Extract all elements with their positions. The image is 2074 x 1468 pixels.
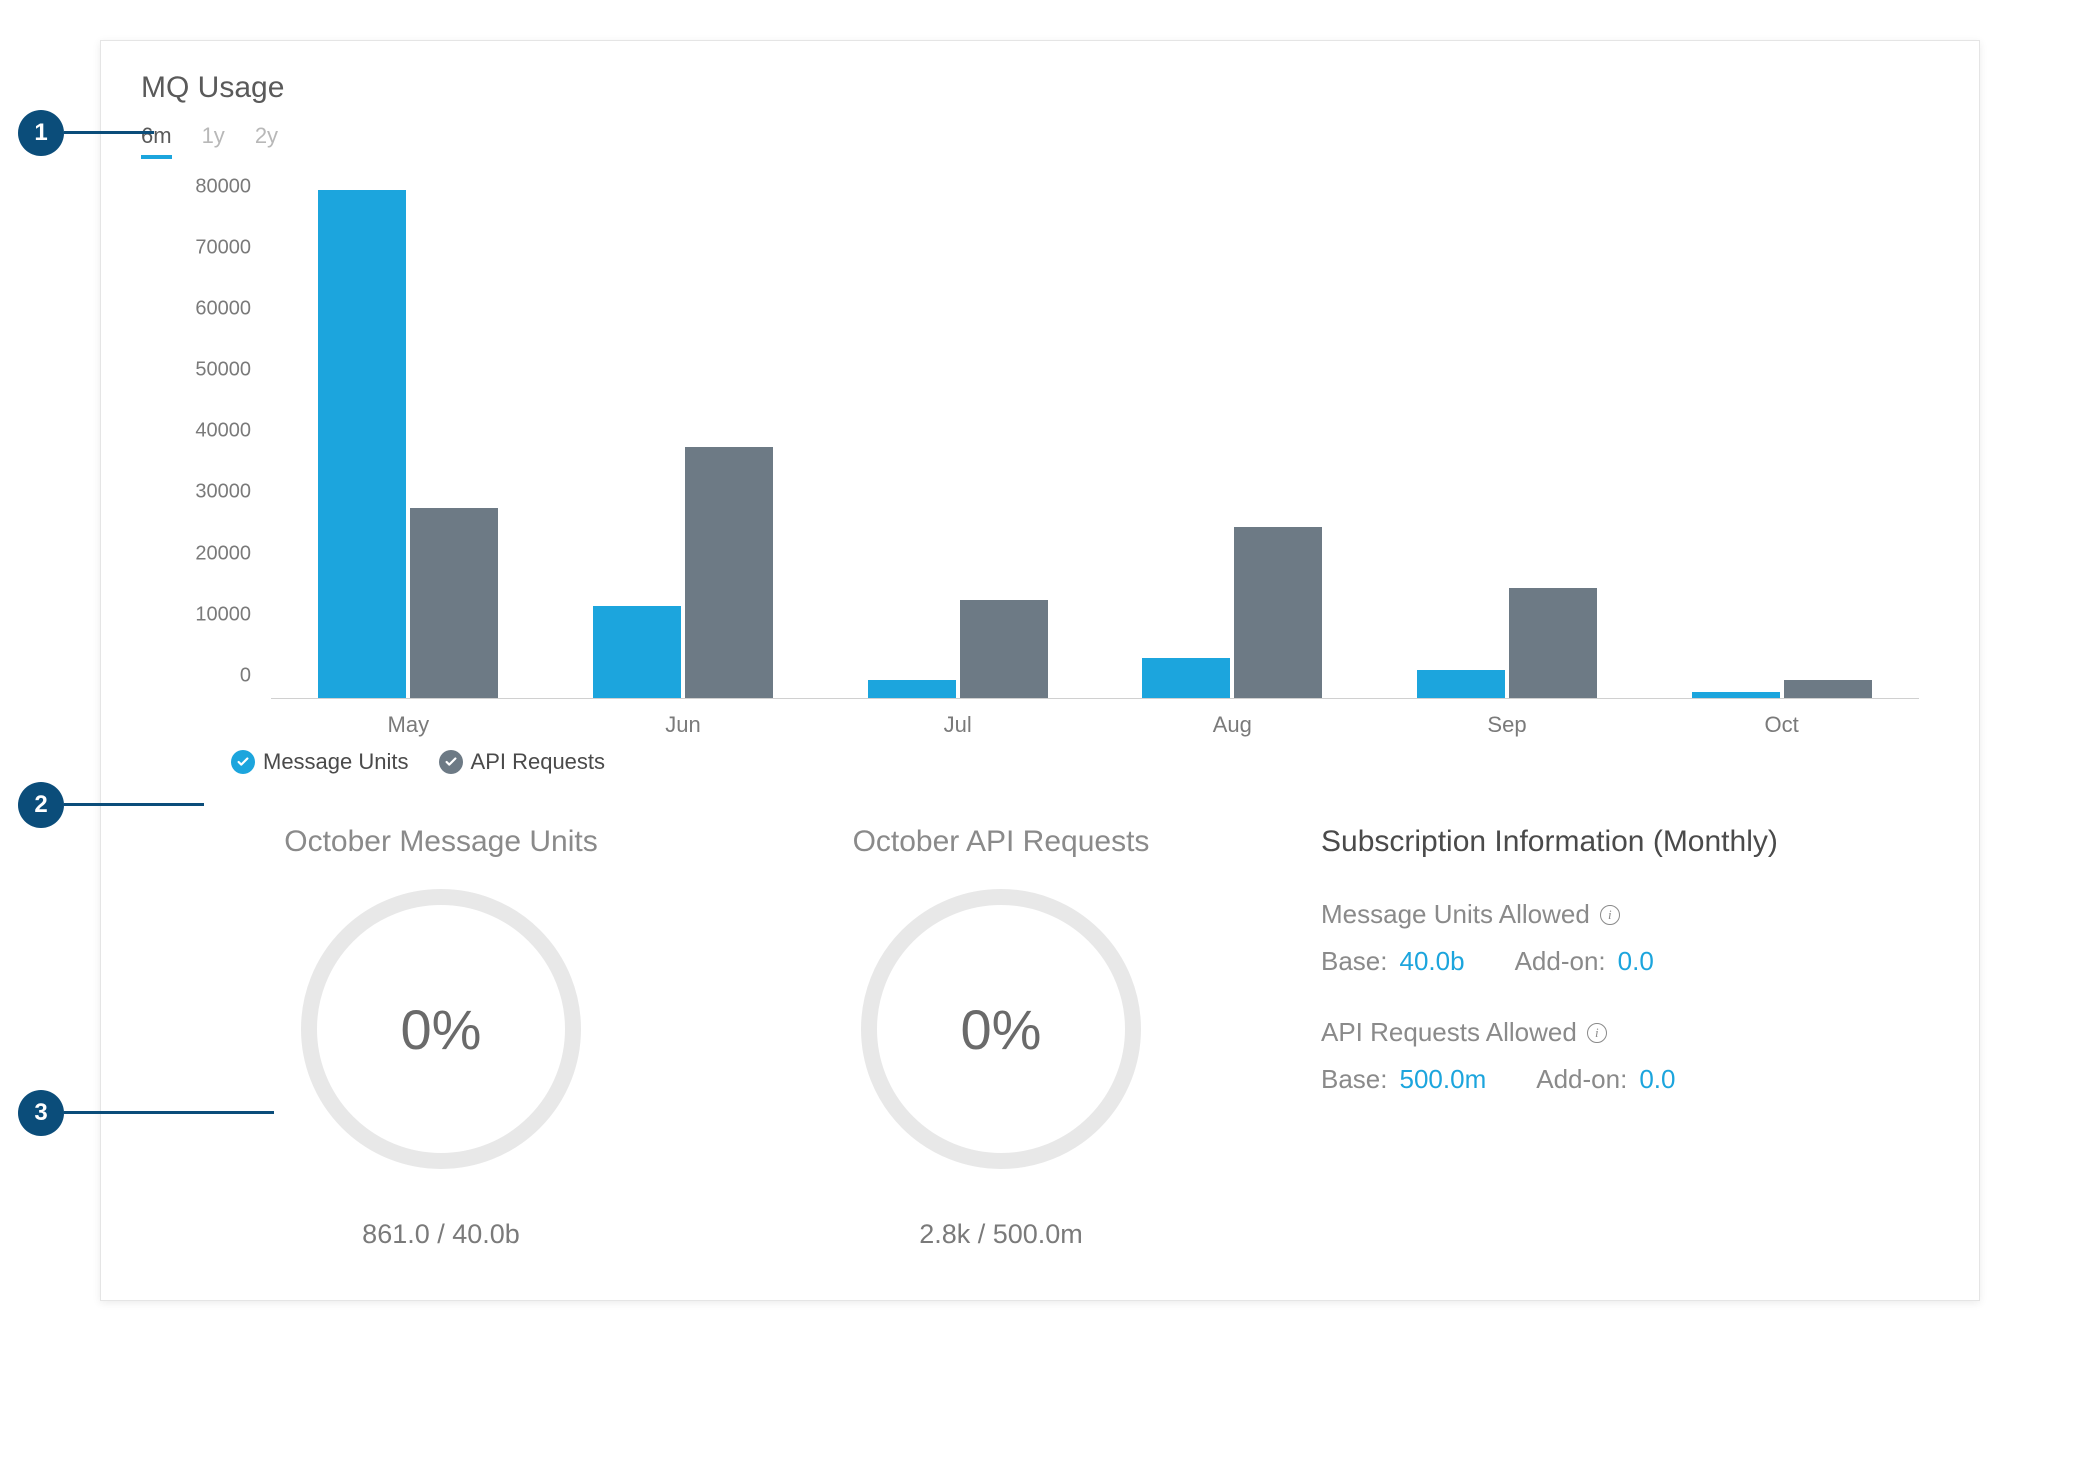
addon-value: 0.0 xyxy=(1618,946,1654,976)
gauge-ring: 0% xyxy=(301,889,581,1169)
check-icon xyxy=(231,750,255,774)
callout-1-num: 1 xyxy=(34,119,47,147)
bar xyxy=(318,190,406,698)
callout-1: 1 xyxy=(18,110,64,156)
bar-group xyxy=(318,190,498,698)
sub-label-text: API Requests Allowed xyxy=(1321,1017,1577,1048)
sub-section-api-requests: API Requests Allowed i Base: 500.0m Add-o… xyxy=(1321,1017,1899,1095)
x-label: Jul xyxy=(944,712,972,738)
gauge-percent: 0% xyxy=(961,997,1042,1062)
tab-6m[interactable]: 6m xyxy=(141,123,172,159)
panel-title: MQ Usage xyxy=(141,71,1939,105)
bar xyxy=(1234,527,1322,698)
y-tick: 0 xyxy=(240,665,251,688)
callout-2: 2 xyxy=(18,782,64,828)
sub-section-label: Message Units Allowed i xyxy=(1321,899,1899,930)
chart-plot xyxy=(271,179,1919,699)
sub-label-text: Message Units Allowed xyxy=(1321,899,1590,930)
bar-group xyxy=(1417,588,1597,698)
y-tick: 70000 xyxy=(195,236,251,259)
bar xyxy=(1142,658,1230,698)
legend-message-units[interactable]: Message Units xyxy=(231,749,409,775)
callout-1-line xyxy=(64,131,154,134)
callout-2-num: 2 xyxy=(34,791,47,819)
sub-section-label: API Requests Allowed i xyxy=(1321,1017,1899,1048)
gauge-subtext: 861.0 / 40.0b xyxy=(181,1219,701,1250)
bar xyxy=(1692,692,1780,698)
sub-row: Base: 500.0m Add-on: 0.0 xyxy=(1321,1064,1899,1095)
usage-panel: MQ Usage 6m 1y 2y 0 10000 20000 30000 40000 5… xyxy=(100,40,1980,1301)
info-icon[interactable]: i xyxy=(1587,1023,1607,1043)
check-icon xyxy=(439,750,463,774)
sub-row: Base: 40.0b Add-on: 0.0 xyxy=(1321,946,1899,977)
y-tick: 20000 xyxy=(195,542,251,565)
gauge-ring: 0% xyxy=(861,889,1141,1169)
x-label: Jun xyxy=(665,712,700,738)
usage-chart: 0100002000030000400005000060000700008000… xyxy=(171,179,1939,739)
y-tick: 10000 xyxy=(195,603,251,626)
callout-3-line xyxy=(64,1111,274,1114)
chart-y-axis: 0100002000030000400005000060000700008000… xyxy=(171,179,261,699)
gauge-api-requests: October API Requests 0% 2.8k / 500.0m xyxy=(741,825,1261,1250)
base-key: Base: xyxy=(1321,1064,1388,1094)
addon-value: 0.0 xyxy=(1639,1064,1675,1094)
y-tick: 40000 xyxy=(195,420,251,443)
bar xyxy=(1509,588,1597,698)
x-label: May xyxy=(388,712,430,738)
time-range-tabs: 6m 1y 2y xyxy=(141,123,1939,159)
base-value: 500.0m xyxy=(1400,1064,1487,1094)
bar xyxy=(1784,680,1872,698)
tab-1y[interactable]: 1y xyxy=(202,123,225,159)
bar-group xyxy=(593,447,773,698)
callout-2-line xyxy=(64,803,204,806)
callout-3: 3 xyxy=(18,1090,64,1136)
bar xyxy=(868,680,956,698)
gauge-title: October API Requests xyxy=(741,825,1261,859)
base-value: 40.0b xyxy=(1400,946,1465,976)
gauge-title: October Message Units xyxy=(181,825,701,859)
tab-2y[interactable]: 2y xyxy=(255,123,278,159)
chart-legend: Message Units API Requests xyxy=(231,749,1939,775)
gauge-subtext: 2.8k / 500.0m xyxy=(741,1219,1261,1250)
addon-key: Add-on: xyxy=(1515,946,1606,976)
y-tick: 30000 xyxy=(195,481,251,504)
legend-label: Message Units xyxy=(263,749,409,775)
bar xyxy=(685,447,773,698)
y-tick: 80000 xyxy=(195,175,251,198)
chart-x-axis: May Jun Jul Aug Sep Oct xyxy=(271,704,1919,739)
subscription-title: Subscription Information (Monthly) xyxy=(1321,825,1899,859)
callout-3-num: 3 xyxy=(34,1099,47,1127)
y-tick: 50000 xyxy=(195,359,251,382)
subscription-info: Subscription Information (Monthly) Messa… xyxy=(1301,825,1899,1250)
info-icon[interactable]: i xyxy=(1600,905,1620,925)
bar xyxy=(1417,670,1505,698)
bar xyxy=(410,508,498,698)
addon-key: Add-on: xyxy=(1536,1064,1627,1094)
bar xyxy=(960,600,1048,698)
sub-section-message-units: Message Units Allowed i Base: 40.0b Add-o… xyxy=(1321,899,1899,977)
base-key: Base: xyxy=(1321,946,1388,976)
y-tick: 60000 xyxy=(195,297,251,320)
legend-api-requests[interactable]: API Requests xyxy=(439,749,606,775)
bar-group xyxy=(1142,527,1322,698)
x-label: Aug xyxy=(1213,712,1252,738)
bar-group xyxy=(1692,680,1872,698)
legend-label: API Requests xyxy=(471,749,606,775)
gauge-message-units: October Message Units 0% 861.0 / 40.0b xyxy=(181,825,701,1250)
x-label: Sep xyxy=(1487,712,1526,738)
x-label: Oct xyxy=(1765,712,1799,738)
bar-group xyxy=(868,600,1048,698)
gauges-row: October Message Units 0% 861.0 / 40.0b O… xyxy=(141,825,1939,1250)
bar xyxy=(593,606,681,698)
gauge-percent: 0% xyxy=(401,997,482,1062)
